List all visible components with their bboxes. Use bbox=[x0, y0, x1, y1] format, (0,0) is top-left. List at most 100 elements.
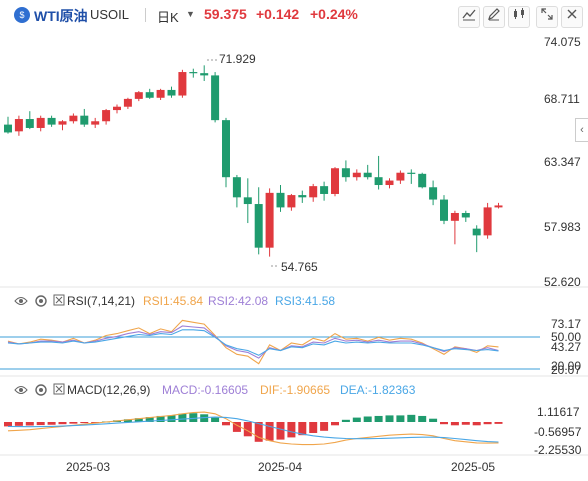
close-icon[interactable] bbox=[561, 6, 583, 28]
macd-bar bbox=[472, 422, 481, 426]
macd-bar bbox=[178, 413, 187, 422]
candles-icon[interactable] bbox=[508, 6, 530, 28]
dea-value: DEA:-1.82363 bbox=[340, 383, 416, 397]
candle-body bbox=[189, 72, 198, 74]
candle-body bbox=[309, 186, 318, 198]
rsi-series bbox=[7, 319, 499, 365]
rsi-tick: 43.27 bbox=[551, 340, 581, 354]
candle-body bbox=[123, 98, 132, 107]
candle-body bbox=[494, 205, 503, 208]
candle-body bbox=[145, 92, 154, 98]
pencil-icon[interactable] bbox=[483, 6, 505, 28]
candle-body bbox=[472, 228, 481, 236]
price-tick: 57.983 bbox=[544, 220, 581, 234]
candle-body bbox=[276, 192, 285, 208]
candle-body bbox=[200, 73, 209, 76]
rsi2-value: RSI2:42.08 bbox=[208, 294, 269, 308]
candle-body bbox=[298, 195, 307, 198]
dif-line bbox=[7, 411, 499, 446]
candle-body bbox=[320, 186, 329, 194]
macd-bar bbox=[14, 422, 23, 426]
macd-bar bbox=[276, 422, 285, 440]
macd-bar bbox=[134, 418, 143, 422]
header-divider bbox=[145, 8, 146, 22]
expand-icon[interactable] bbox=[536, 6, 558, 28]
macd-bar bbox=[450, 422, 459, 426]
candle-body bbox=[331, 168, 339, 194]
eye-icon[interactable] bbox=[14, 384, 28, 399]
candle-body bbox=[265, 192, 274, 248]
macd-bar bbox=[298, 422, 307, 436]
macd-bar bbox=[211, 417, 220, 422]
macd-bar bbox=[4, 422, 12, 427]
macd-bar bbox=[145, 417, 154, 422]
macd-bar bbox=[407, 414, 416, 422]
close-box-icon[interactable] bbox=[53, 383, 65, 398]
candle-body bbox=[211, 75, 220, 121]
period-selector[interactable]: 日K bbox=[157, 10, 179, 25]
price-tick: 63.347 bbox=[544, 155, 581, 169]
trend-icon[interactable] bbox=[458, 6, 480, 28]
macd-title: MACD(12,26,9) bbox=[67, 383, 151, 397]
close-box-icon[interactable] bbox=[53, 294, 65, 309]
macd-tick: -2.25530 bbox=[534, 443, 582, 457]
candle-body bbox=[47, 117, 56, 125]
candle-body bbox=[254, 204, 263, 248]
candlestick-series bbox=[4, 65, 503, 257]
macd-bar bbox=[80, 422, 89, 424]
dollar-icon: $ bbox=[14, 7, 30, 23]
macd-tick: 1.11617 bbox=[537, 405, 580, 419]
settings-icon[interactable] bbox=[34, 294, 48, 311]
price-tick: 68.711 bbox=[544, 92, 580, 106]
low-annotation: 54.765 bbox=[281, 260, 318, 274]
price-tick: 52.620 bbox=[544, 275, 581, 289]
candle-body bbox=[178, 72, 187, 96]
macd-bar bbox=[47, 422, 56, 425]
candle-body bbox=[407, 172, 416, 174]
macd-bar bbox=[418, 415, 427, 422]
macd-bar bbox=[341, 419, 350, 422]
candle-body bbox=[287, 195, 296, 208]
macd-bar bbox=[494, 422, 503, 424]
rsi3-line bbox=[7, 329, 499, 356]
eye-icon[interactable] bbox=[14, 295, 28, 310]
candle-body bbox=[80, 115, 89, 125]
candle-body bbox=[91, 121, 100, 125]
rsi-tick: 73.17 bbox=[551, 317, 581, 331]
candle-body bbox=[222, 120, 230, 178]
macd-bar bbox=[189, 413, 198, 422]
rsi-tick: 20.07 bbox=[551, 363, 581, 377]
price-change: +0.142 bbox=[256, 6, 300, 22]
candle-body bbox=[25, 119, 34, 128]
high-annotation: 71.929 bbox=[219, 52, 256, 66]
candle-body bbox=[69, 115, 78, 122]
candle-body bbox=[243, 197, 252, 205]
macd-bar bbox=[254, 422, 263, 442]
rsi-title: RSI(7,14,21) bbox=[67, 294, 136, 308]
instrument-name[interactable]: WTI原油 bbox=[34, 8, 88, 24]
price-tick: 74.075 bbox=[544, 35, 581, 49]
macd-bar bbox=[265, 422, 274, 441]
macd-bar bbox=[222, 422, 230, 426]
macd-bar bbox=[69, 422, 78, 424]
candle-body bbox=[36, 117, 45, 128]
candle-body bbox=[4, 124, 12, 133]
macd-lines bbox=[7, 411, 499, 446]
macd-tick: -0.56957 bbox=[534, 425, 582, 439]
instrument-code: USOIL bbox=[90, 7, 130, 22]
macd-bar bbox=[25, 422, 34, 426]
rsi3-value: RSI3:41.58 bbox=[275, 294, 336, 308]
macd-value: MACD:-0.16605 bbox=[162, 383, 249, 397]
candle-body bbox=[341, 168, 350, 178]
dea-line bbox=[7, 416, 499, 443]
chevron-down-icon[interactable]: ▼ bbox=[186, 9, 195, 19]
chart-header: $ WTI原油 USOIL 日K ▼ 59.375 +0.142 +0.24% bbox=[0, 0, 588, 30]
time-tick: 2025-03 bbox=[66, 460, 110, 474]
macd-bar bbox=[461, 422, 470, 425]
macd-bar bbox=[287, 422, 296, 438]
settings-icon[interactable] bbox=[34, 383, 48, 400]
candle-body bbox=[450, 212, 459, 221]
chevron-left-icon[interactable]: ‹ bbox=[575, 118, 588, 142]
